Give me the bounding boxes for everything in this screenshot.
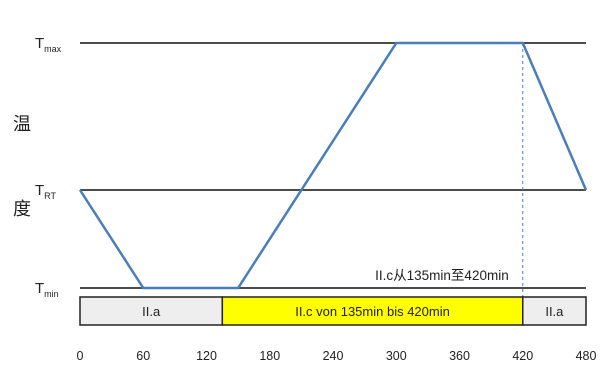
x-tick-label-240: 240 [323, 349, 344, 363]
y-axis-label-char-2: 度 [13, 199, 31, 219]
phase-label-2: II.c von 135min bis 420min [295, 304, 450, 319]
series-line-1 [78, 41, 588, 290]
phase-label-3: II.a [545, 304, 564, 319]
x-tick-label-480: 480 [576, 349, 597, 363]
x-tick-label-300: 300 [386, 349, 407, 363]
x-tick-label-360: 360 [449, 349, 470, 363]
x-tick-label-120: 120 [196, 349, 217, 363]
gridlines [80, 42, 586, 297]
series-layer [78, 41, 588, 290]
phase-label-1: II.a [142, 304, 161, 319]
x-tick-label-60: 60 [136, 349, 150, 363]
level-label-tmax: Tmax [35, 35, 62, 54]
x-axis: 0 60 120 180 240 300 360 420 480 [77, 349, 597, 363]
y-axis-label-char-1: 温 [13, 114, 31, 134]
x-tick-label-0: 0 [77, 349, 84, 363]
x-tick-label-180: 180 [259, 349, 280, 363]
level-label-trt: TRT [35, 182, 57, 201]
phase-segment-3 [522, 296, 587, 326]
level-label-tmin: Tmin [35, 280, 59, 299]
x-tick-label-420: 420 [512, 349, 533, 363]
level-labels: Tmax TRT Tmin [35, 35, 62, 299]
annotation-layer: II.c从135min至420min [375, 268, 509, 283]
phase-bar: II.a II.c von 135min bis 420min II.a [79, 296, 587, 326]
phase-segment-1 [79, 296, 224, 326]
phase-segment-2 [221, 296, 524, 326]
annotation-text: II.c从135min至420min [375, 268, 509, 283]
